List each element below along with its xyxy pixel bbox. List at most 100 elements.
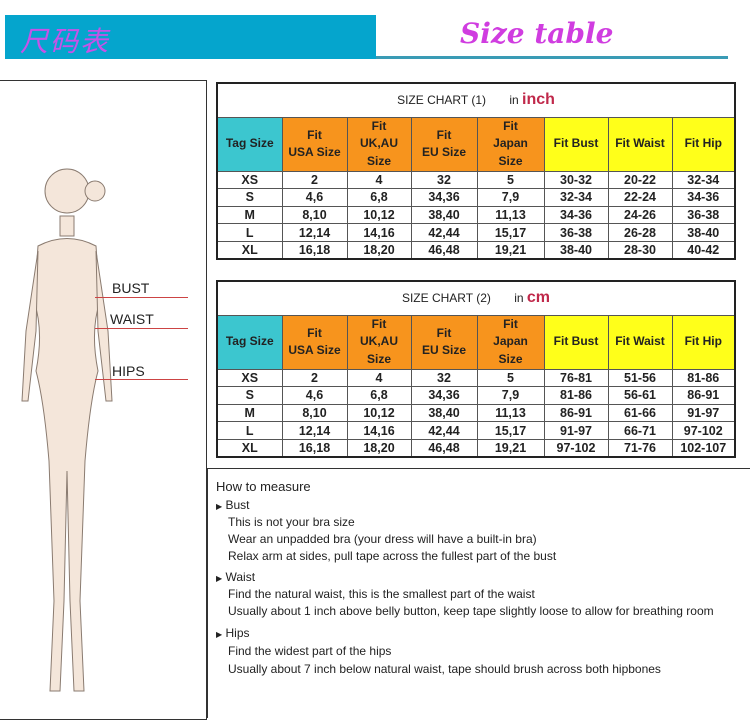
size-chart-inch: SIZE CHART (1) in inch Tag Size Fit USA Si… (216, 82, 736, 260)
table-cell: 51-56 (607, 368, 673, 388)
table-cell: 8,10 (281, 205, 348, 225)
table-cell: 97-102 (543, 438, 609, 458)
table-row: M 8,10 10,12 38,40 11,13 86-91 61-66 91-97 (216, 403, 736, 423)
table-cell: 32 (410, 368, 478, 388)
table-cell: S (216, 386, 283, 405)
triangle-bullet-icon: ▶ (216, 574, 223, 583)
table-cell: 81-86 (671, 368, 736, 388)
table-cell: 36-38 (671, 205, 736, 225)
table-row: L 12,14 14,16 42,44 15,17 91-97 66-71 97-102 (216, 421, 736, 440)
instruction-line: Wear an unpadded bra (your dress will ha… (228, 532, 537, 546)
body-figure-illustration (21, 168, 113, 692)
table-cell: 61-66 (607, 403, 673, 423)
table-cell: S (216, 188, 283, 207)
table-cell: M (216, 205, 283, 225)
page-title: Size table (460, 17, 614, 50)
table-cell: 20-22 (607, 170, 673, 190)
instruction-line: This is not your bra size (228, 515, 355, 529)
table-cell: 10,12 (346, 205, 412, 225)
column-header: Tag Size (216, 314, 283, 370)
hips-line (95, 379, 188, 380)
table-cell: 66-71 (607, 421, 673, 440)
table-cell: 16,18 (281, 240, 348, 260)
table-cell: 22-24 (607, 188, 673, 207)
table-cell: 4,6 (281, 386, 348, 405)
table-cell: 46,48 (410, 438, 478, 458)
waist-label: WAIST (110, 311, 154, 327)
table-cell: 34-36 (671, 188, 736, 207)
table-cell: 40-42 (671, 240, 736, 260)
table-row: L 12,14 14,16 42,44 15,17 36-38 26-28 38-40 (216, 223, 736, 242)
table-cell: 32-34 (543, 188, 609, 207)
table-cell: 38,40 (410, 403, 478, 423)
table-cell: 97-102 (671, 421, 736, 440)
table-cell: 5 (476, 368, 545, 388)
table-cell: 12,14 (281, 223, 348, 242)
table-cell: 91-97 (671, 403, 736, 423)
section-hips: ▶ Hips (216, 626, 250, 640)
table-cell: 42,44 (410, 421, 478, 440)
table-cell: 4 (346, 368, 412, 388)
instruction-line: Usually about 7 inch below natural waist… (228, 662, 661, 676)
how-to-measure-panel (207, 468, 750, 718)
table-cell: 18,20 (346, 240, 412, 260)
bust-line (95, 297, 188, 298)
table-cell: 38,40 (410, 205, 478, 225)
table-cell: 11,13 (476, 403, 545, 423)
instruction-line: Usually about 1 inch above belly button,… (228, 604, 714, 618)
column-header: Fit Bust (543, 314, 609, 370)
bust-label: BUST (112, 280, 150, 296)
column-header: Fit Japan Size (476, 314, 545, 370)
table-cell: 46,48 (410, 240, 478, 260)
logo: 尺码表 (20, 25, 111, 58)
unit: inch (522, 91, 555, 109)
table-row: M 8,10 10,12 38,40 11,13 34-36 24-26 36-38 (216, 205, 736, 225)
table-cell: 34-36 (543, 205, 609, 225)
table-cell: 2 (281, 368, 348, 388)
table-cell: 86-91 (543, 403, 609, 423)
table-cell: XL (216, 240, 283, 260)
table-cell: L (216, 223, 283, 242)
size-chart-cm: SIZE CHART (2) in cm Tag Size Fit USA Size… (216, 280, 736, 458)
title-underline (376, 56, 728, 59)
table-cell: 6,8 (346, 188, 412, 207)
table-row: XL 16,18 18,20 46,48 19,21 38-40 28-30 40-42 (216, 240, 736, 260)
section-bust: ▶ Bust (216, 498, 250, 512)
table-cell: 38-40 (543, 240, 609, 260)
section-heading: Bust (225, 498, 250, 512)
table-cell: 19,21 (476, 438, 545, 458)
table-cell: 81-86 (543, 386, 609, 405)
table-cell: 2 (281, 170, 348, 190)
table-cell: 5 (476, 170, 545, 190)
unit-prefix: in (509, 93, 519, 108)
chart-title-text: SIZE CHART (1) (397, 93, 486, 108)
table-cell: 86-91 (671, 386, 736, 405)
table-cell: 34,36 (410, 386, 478, 405)
table-cell: 26-28 (607, 223, 673, 242)
column-header: Fit USA Size (281, 116, 348, 172)
how-title: How to measure (216, 479, 311, 494)
table-cell: 14,16 (346, 223, 412, 242)
table-row: S 4,6 6,8 34,36 7,9 32-34 22-24 34-36 (216, 188, 736, 207)
figure-panel: BUST WAIST HIPS (0, 80, 207, 720)
instruction-line: Relax arm at sides, pull tape across the… (228, 549, 557, 563)
hips-label: HIPS (112, 363, 145, 379)
table-cell: 76-81 (543, 368, 609, 388)
column-header: Fit EU Size (410, 314, 478, 370)
column-header: Tag Size (216, 116, 283, 172)
column-header: Fit Hip (671, 314, 736, 370)
instruction-line: Find the natural waist, this is the smal… (228, 587, 535, 601)
waist-line (95, 328, 188, 329)
table-cell: 32 (410, 170, 478, 190)
table-cell: 71-76 (607, 438, 673, 458)
table-cell: XS (216, 170, 283, 190)
column-header: Fit EU Size (410, 116, 478, 172)
table-cell: 32-34 (671, 170, 736, 190)
table-cell: 8,10 (281, 403, 348, 423)
table-cell: 91-97 (543, 421, 609, 440)
table-cell: XS (216, 368, 283, 388)
table-cell: 16,18 (281, 438, 348, 458)
column-header: Fit USA Size (281, 314, 348, 370)
triangle-bullet-icon: ▶ (216, 630, 223, 639)
chart-title-text: SIZE CHART (2) (401, 291, 491, 306)
